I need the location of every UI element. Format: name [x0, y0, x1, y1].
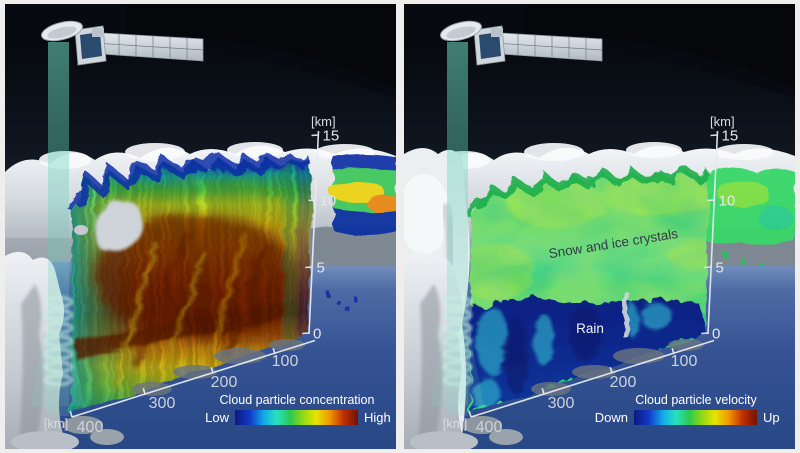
concentration-panel: [km] 15 10 5 0 [km] 400 300 200 100 Clou…	[5, 4, 396, 449]
altitude-tick-15: 15	[722, 128, 739, 145]
distance-tick-400: 400	[476, 419, 503, 436]
altitude-unit-label: [km]	[311, 114, 336, 129]
colorbar-title: Cloud particle concentration	[220, 393, 375, 407]
distance-unit-label: [km]	[44, 416, 69, 431]
colorbar-title: Cloud particle velocity	[635, 393, 757, 407]
distance-tick-100: 100	[272, 353, 299, 370]
distance-tick-200: 200	[211, 374, 238, 391]
velocity-scene: Snow and ice crystals Rain [km] 15 10 5 …	[404, 4, 795, 449]
distance-unit-label: [km]	[443, 416, 468, 431]
distance-tick-300: 300	[149, 395, 176, 412]
annotation-rain: Rain	[576, 321, 604, 336]
concentration-scene: [km] 15 10 5 0 [km] 400 300 200 100 Clou…	[5, 4, 396, 449]
altitude-tick-15: 15	[323, 128, 340, 145]
distance-tick-100: 100	[671, 353, 698, 370]
altitude-tick-10: 10	[719, 193, 736, 210]
colorbar-min-label: Down	[595, 410, 628, 425]
velocity-colorbar: Cloud particle velocity Down Up	[595, 393, 780, 425]
colorbar-max-label: Up	[763, 410, 780, 425]
altitude-tick-0: 0	[712, 326, 720, 343]
colorbar-max-label: High	[364, 410, 391, 425]
colorbar-gradient	[235, 410, 358, 425]
colorbar-gradient	[634, 410, 757, 425]
concentration-colorbar: Cloud particle concentration Low High	[205, 393, 391, 425]
distance-tick-200: 200	[610, 374, 637, 391]
colorbar-min-label: Low	[205, 410, 229, 425]
altitude-tick-0: 0	[313, 326, 321, 343]
altitude-tick-5: 5	[716, 260, 724, 277]
altitude-tick-10: 10	[320, 193, 337, 210]
distance-tick-300: 300	[548, 395, 575, 412]
altitude-unit-label: [km]	[710, 114, 735, 129]
distance-tick-400: 400	[77, 419, 104, 436]
velocity-panel: Snow and ice crystals Rain [km] 15 10 5 …	[404, 4, 795, 449]
altitude-tick-5: 5	[317, 260, 325, 277]
